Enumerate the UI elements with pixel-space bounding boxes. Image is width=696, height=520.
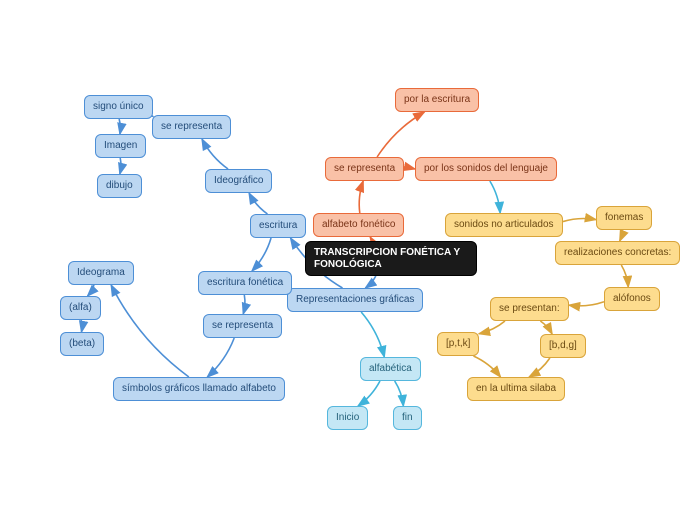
- node-alfab: alfabética: [360, 357, 421, 381]
- node-se_rep_b2: se representa: [203, 314, 282, 338]
- node-esc_fon: escritura fonética: [198, 271, 292, 295]
- node-fin: fin: [393, 406, 422, 430]
- node-alfa: (alfa): [60, 296, 101, 320]
- node-imagen: Imagen: [95, 134, 146, 158]
- node-root: TRANSCRIPCION FONÉTICA Y FONOLÓGICA: [305, 241, 477, 276]
- node-fonemas: fonemas: [596, 206, 652, 230]
- node-alf_fon: alfabeto fonético: [313, 213, 404, 237]
- node-rep_graf: Representaciones gráficas: [287, 288, 423, 312]
- node-ideograf: Ideográfico: [205, 169, 272, 193]
- node-se_pres: se presentan:: [490, 297, 569, 321]
- node-real_con: realizaciones concretas:: [555, 241, 680, 265]
- node-se_rep_r: se representa: [325, 157, 404, 181]
- node-inicio: Inicio: [327, 406, 368, 430]
- node-ideograma: Ideograma: [68, 261, 134, 285]
- node-simb: símbolos gráficos llamado alfabeto: [113, 377, 285, 401]
- node-ultima: en la ultima silaba: [467, 377, 565, 401]
- node-por_son: por los sonidos del lenguaje: [415, 157, 557, 181]
- node-son_no: sonidos no articulados: [445, 213, 563, 237]
- node-signo: signo único: [84, 95, 153, 119]
- mindmap-canvas: TRANSCRIPCION FONÉTICA Y FONOLÓGICA alfab…: [0, 0, 696, 520]
- node-beta: (beta): [60, 332, 104, 356]
- node-ptk: [p,t,k]: [437, 332, 479, 356]
- node-escritura: escritura: [250, 214, 306, 238]
- node-dibujo: dibujo: [97, 174, 142, 198]
- node-por_esc: por la escritura: [395, 88, 479, 112]
- node-bdg: [b,d,g]: [540, 334, 586, 358]
- node-alofonos: alófonos: [604, 287, 660, 311]
- node-se_rep_b1: se representa: [152, 115, 231, 139]
